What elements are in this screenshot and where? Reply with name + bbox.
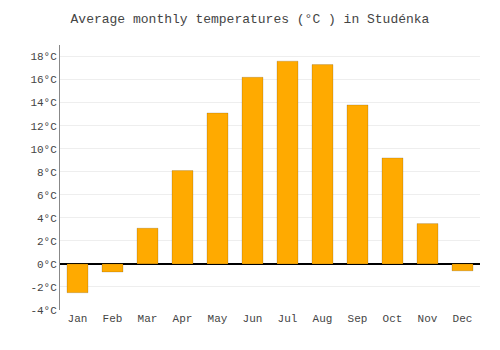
svg-text:Average monthly temperatures (: Average monthly temperatures (°C ) in St… — [71, 12, 430, 27]
svg-text:-2°C: -2°C — [30, 282, 57, 294]
svg-text:May: May — [208, 313, 228, 325]
svg-text:Jul: Jul — [278, 313, 298, 325]
svg-text:8°C: 8°C — [37, 167, 57, 179]
svg-text:Sep: Sep — [348, 313, 368, 325]
svg-text:6°C: 6°C — [37, 190, 57, 202]
svg-text:0°C: 0°C — [37, 259, 57, 271]
svg-text:10°C: 10°C — [30, 144, 57, 156]
svg-text:Mar: Mar — [138, 313, 158, 325]
svg-text:Aug: Aug — [313, 313, 333, 325]
svg-text:4°C: 4°C — [37, 213, 57, 225]
svg-text:Nov: Nov — [418, 313, 438, 325]
svg-text:Oct: Oct — [383, 313, 403, 325]
svg-text:Jan: Jan — [68, 313, 88, 325]
svg-text:14°C: 14°C — [30, 97, 57, 109]
svg-text:Dec: Dec — [453, 313, 473, 325]
svg-text:16°C: 16°C — [30, 74, 57, 86]
svg-text:18°C: 18°C — [30, 51, 57, 63]
svg-text:Jun: Jun — [243, 313, 263, 325]
svg-text:2°C: 2°C — [37, 236, 57, 248]
svg-text:12°C: 12°C — [30, 121, 57, 133]
svg-text:Apr: Apr — [173, 313, 193, 325]
svg-text:Feb: Feb — [103, 313, 123, 325]
svg-text:-4°C: -4°C — [30, 305, 57, 317]
